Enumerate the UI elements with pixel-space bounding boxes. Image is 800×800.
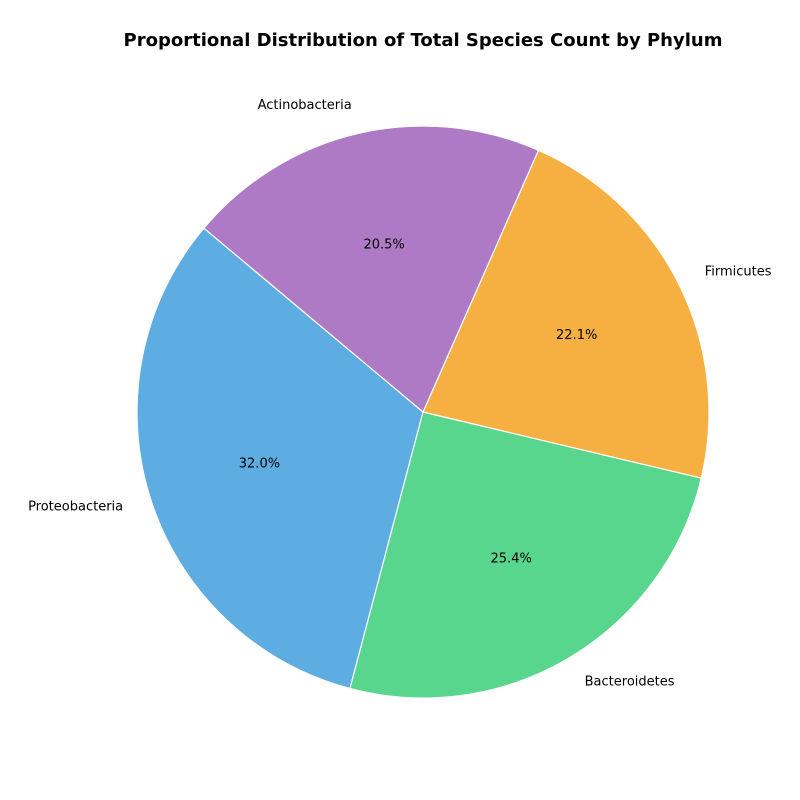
percent-label-bacteroidetes: 25.4%	[491, 552, 532, 567]
pie-slice-bacteroidetes	[349, 411, 702, 699]
percent-label-firmicutes: 22.1%	[556, 328, 597, 343]
pie-slices	[136, 125, 710, 699]
percent-label-proteobacteria: 32.0%	[239, 456, 280, 471]
pie-slice-actinobacteria	[203, 125, 540, 413]
chart-title: Proportional Distribution of Total Speci…	[124, 30, 723, 51]
category-label-proteobacteria: Proteobacteria	[28, 500, 123, 515]
category-label-bacteroidetes: Bacteroidetes	[585, 674, 675, 689]
percent-label-actinobacteria: 20.5%	[363, 237, 404, 252]
category-label-actinobacteria: Actinobacteria	[258, 98, 352, 113]
pie-slice-firmicutes	[422, 149, 710, 479]
pie-slice-proteobacteria	[136, 227, 424, 690]
category-label-firmicutes: Firmicutes	[705, 265, 772, 280]
pie-labels: Proteobacteria 32.0% Bacteroidetes 25.4% Fir…	[28, 98, 772, 689]
